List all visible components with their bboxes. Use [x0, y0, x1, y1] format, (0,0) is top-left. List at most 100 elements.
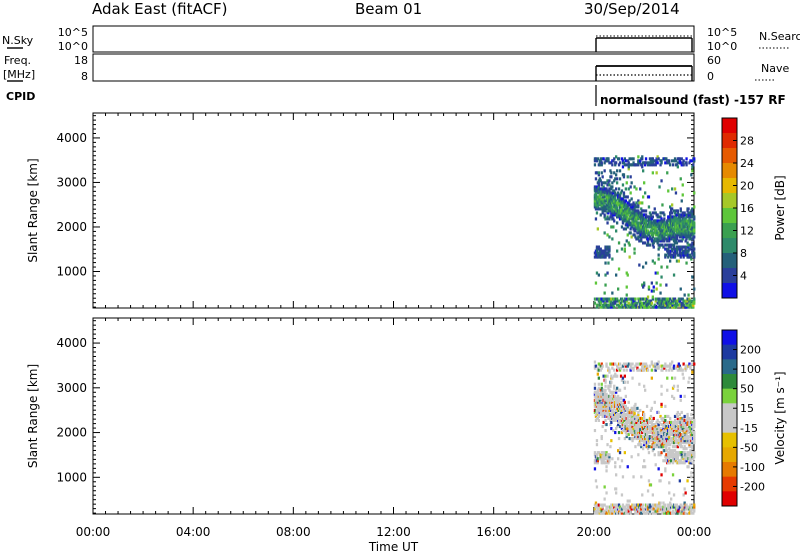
data-cell	[690, 412, 693, 416]
data-cell	[613, 219, 616, 223]
data-cell	[650, 406, 653, 410]
data-cell	[633, 211, 636, 215]
data-cell	[683, 394, 686, 398]
data-cell	[632, 219, 635, 223]
data-cell	[603, 213, 606, 217]
data-cell	[629, 505, 632, 509]
data-cell	[623, 437, 626, 441]
data-cell	[691, 243, 694, 247]
data-cell	[622, 299, 626, 303]
data-cell	[603, 215, 606, 219]
data-cell	[672, 239, 676, 243]
data-cell	[645, 511, 649, 515]
data-cell	[693, 505, 696, 509]
data-cell	[681, 368, 684, 372]
data-cell	[595, 247, 599, 251]
data-cell	[669, 213, 672, 217]
data-cell	[617, 241, 621, 245]
data-cell	[610, 420, 613, 424]
data-cell	[604, 384, 607, 388]
data-cell	[618, 195, 622, 199]
data-cell	[675, 451, 679, 455]
data-cell	[643, 384, 646, 388]
colorbar-segment	[722, 268, 737, 284]
data-cell	[630, 163, 633, 167]
y-tick-label: 4000	[56, 336, 87, 350]
data-cell	[666, 388, 669, 392]
data-cell	[670, 237, 673, 241]
data-cell	[620, 297, 624, 301]
data-cell	[646, 447, 650, 451]
data-cell	[639, 425, 642, 429]
data-cell	[656, 505, 659, 509]
data-cell	[658, 429, 661, 433]
data-cells	[593, 155, 696, 309]
data-cell	[657, 305, 660, 309]
x-tick-label: 00:00	[677, 525, 712, 539]
data-cell	[604, 261, 607, 265]
data-cell	[621, 201, 625, 205]
data-cell	[627, 503, 630, 507]
data-cell	[606, 443, 609, 447]
data-cell	[654, 425, 657, 429]
data-cell	[609, 362, 612, 366]
data-cell	[599, 398, 602, 402]
data-cell	[602, 203, 605, 207]
data-cell	[678, 157, 681, 161]
data-cell	[678, 429, 681, 433]
data-cell	[637, 511, 640, 515]
data-cell	[682, 163, 685, 167]
data-cell	[682, 362, 685, 366]
data-cell	[686, 441, 689, 445]
data-cell	[668, 368, 671, 372]
data-cell	[644, 233, 647, 237]
data-cell	[691, 455, 694, 459]
data-cell	[673, 157, 677, 161]
data-cell	[605, 187, 608, 191]
data-cell	[651, 157, 654, 161]
data-cell	[637, 221, 640, 225]
data-cell	[606, 205, 609, 209]
data-cell	[669, 501, 672, 505]
data-cell	[682, 253, 685, 257]
data-cell	[688, 435, 691, 439]
data-cell	[688, 425, 691, 429]
data-cell	[640, 305, 643, 309]
data-cell	[685, 305, 688, 309]
data-cell	[689, 299, 692, 303]
data-cell	[664, 305, 667, 309]
data-cell	[598, 406, 601, 410]
data-cell	[653, 435, 656, 439]
data-cell	[644, 213, 648, 217]
data-cell	[628, 157, 631, 161]
data-cell	[618, 465, 622, 469]
data-cell	[637, 431, 640, 435]
data-cell	[635, 215, 638, 219]
data-cell	[666, 265, 669, 269]
data-cell	[620, 303, 624, 307]
data-cell	[644, 261, 648, 265]
data-cell	[672, 215, 676, 219]
data-cell	[647, 215, 651, 219]
data-cell	[608, 297, 611, 301]
data-cell	[681, 439, 684, 443]
data-cell	[620, 427, 624, 431]
data-cell	[651, 449, 654, 453]
data-cell	[692, 427, 695, 431]
data-cell	[612, 225, 615, 229]
data-cell	[617, 449, 620, 453]
data-cell	[610, 213, 613, 217]
data-cell	[632, 368, 635, 372]
data-cell	[613, 406, 616, 410]
data-cell	[670, 451, 673, 455]
data-cell	[650, 281, 653, 285]
data-cell	[679, 509, 682, 513]
y-tick-label: 3000	[56, 175, 87, 189]
colorbar-segment	[722, 223, 737, 239]
data-cell	[601, 455, 604, 459]
data-cell	[603, 451, 606, 455]
data-cell	[647, 441, 651, 445]
data-cell	[658, 297, 661, 301]
data-cell	[611, 376, 614, 380]
data-cell	[614, 301, 617, 305]
